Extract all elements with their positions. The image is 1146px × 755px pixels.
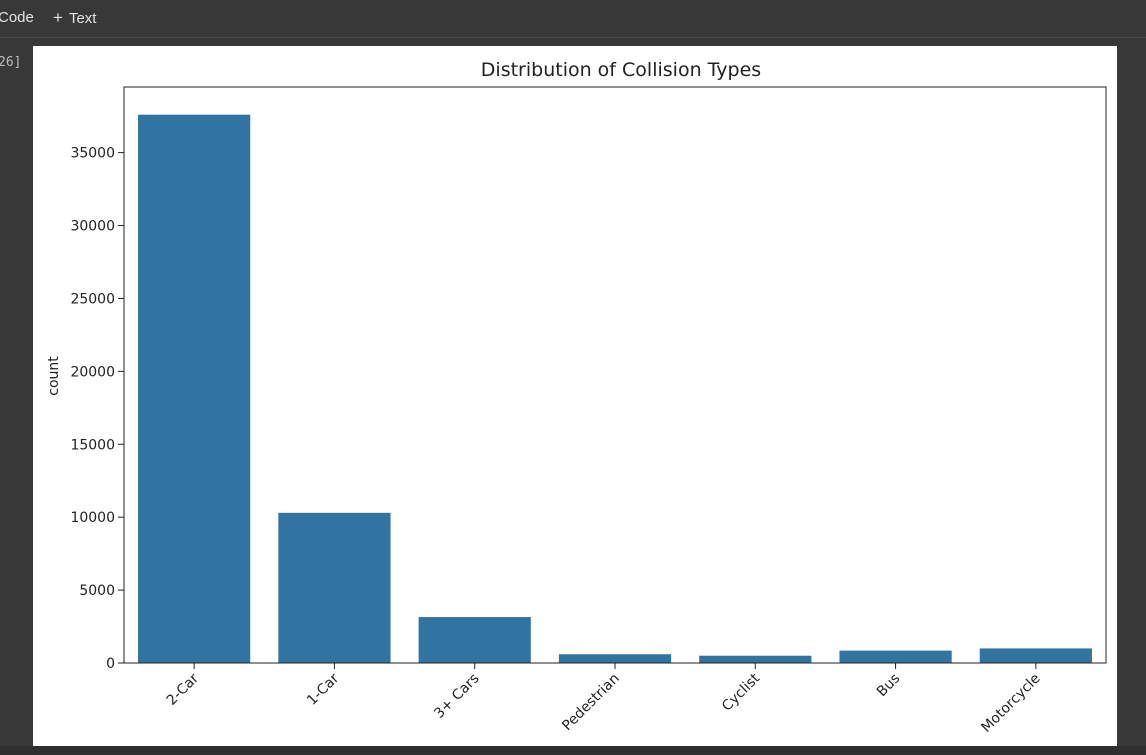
y-tick-label: 0 (106, 656, 115, 672)
y-tick-label: 30000 (70, 219, 115, 235)
bar-1-car (278, 512, 391, 663)
notebook-toolbar: Code + Text (0, 0, 1146, 38)
add-code-cell-button[interactable]: Code (0, 8, 34, 28)
add-code-label: Code (0, 9, 34, 26)
bottom-divider (0, 746, 1146, 755)
x-tick-label: 3+ Cars (431, 671, 482, 722)
axes-frame (123, 86, 1107, 664)
cell-execution-count: 26] (0, 55, 22, 70)
y-tick-label: 25000 (70, 291, 115, 307)
x-tick-label: 2-Car (164, 670, 202, 708)
y-tick-label: 35000 (70, 146, 115, 162)
add-text-label: Text (68, 10, 97, 27)
add-text-cell-button[interactable]: + Text (53, 8, 96, 28)
cell-output-plot: Distribution of Collision Types count 0 5… (33, 46, 1117, 746)
x-tick-label: Cyclist (719, 670, 763, 714)
bar-cyclist (699, 655, 812, 663)
bars-group (138, 114, 1092, 664)
y-tick-label: 15000 (70, 437, 115, 453)
y-tick-label: 10000 (70, 510, 115, 526)
x-tick-label: Motorcycle (978, 671, 1043, 736)
x-tick-label: Bus (874, 671, 904, 701)
x-ticks-group: 2-Car 1-Car 3+ Cars Pedestrian Cyclist Bus Mot… (164, 663, 1044, 736)
collision-types-bar-chart: Distribution of Collision Types count 0 5… (46, 59, 1107, 736)
bar-pedestrian (558, 654, 672, 663)
y-tick-label: 5000 (79, 583, 115, 599)
bar-motorcycle (979, 648, 1092, 663)
x-tick-label: Pedestrian (559, 671, 623, 735)
bar-3-cars (418, 617, 531, 663)
y-tick-label: 20000 (70, 364, 115, 380)
y-ticks-group: 0 5000 10000 15000 20000 25000 30000 35000 (70, 146, 124, 672)
y-axis-label: count (46, 356, 62, 396)
x-tick-label: 1-Car (304, 670, 342, 708)
bar-2-car (138, 114, 251, 664)
bar-bus (839, 650, 952, 663)
chart-title: Distribution of Collision Types (481, 59, 761, 81)
plus-icon: + (53, 8, 63, 27)
